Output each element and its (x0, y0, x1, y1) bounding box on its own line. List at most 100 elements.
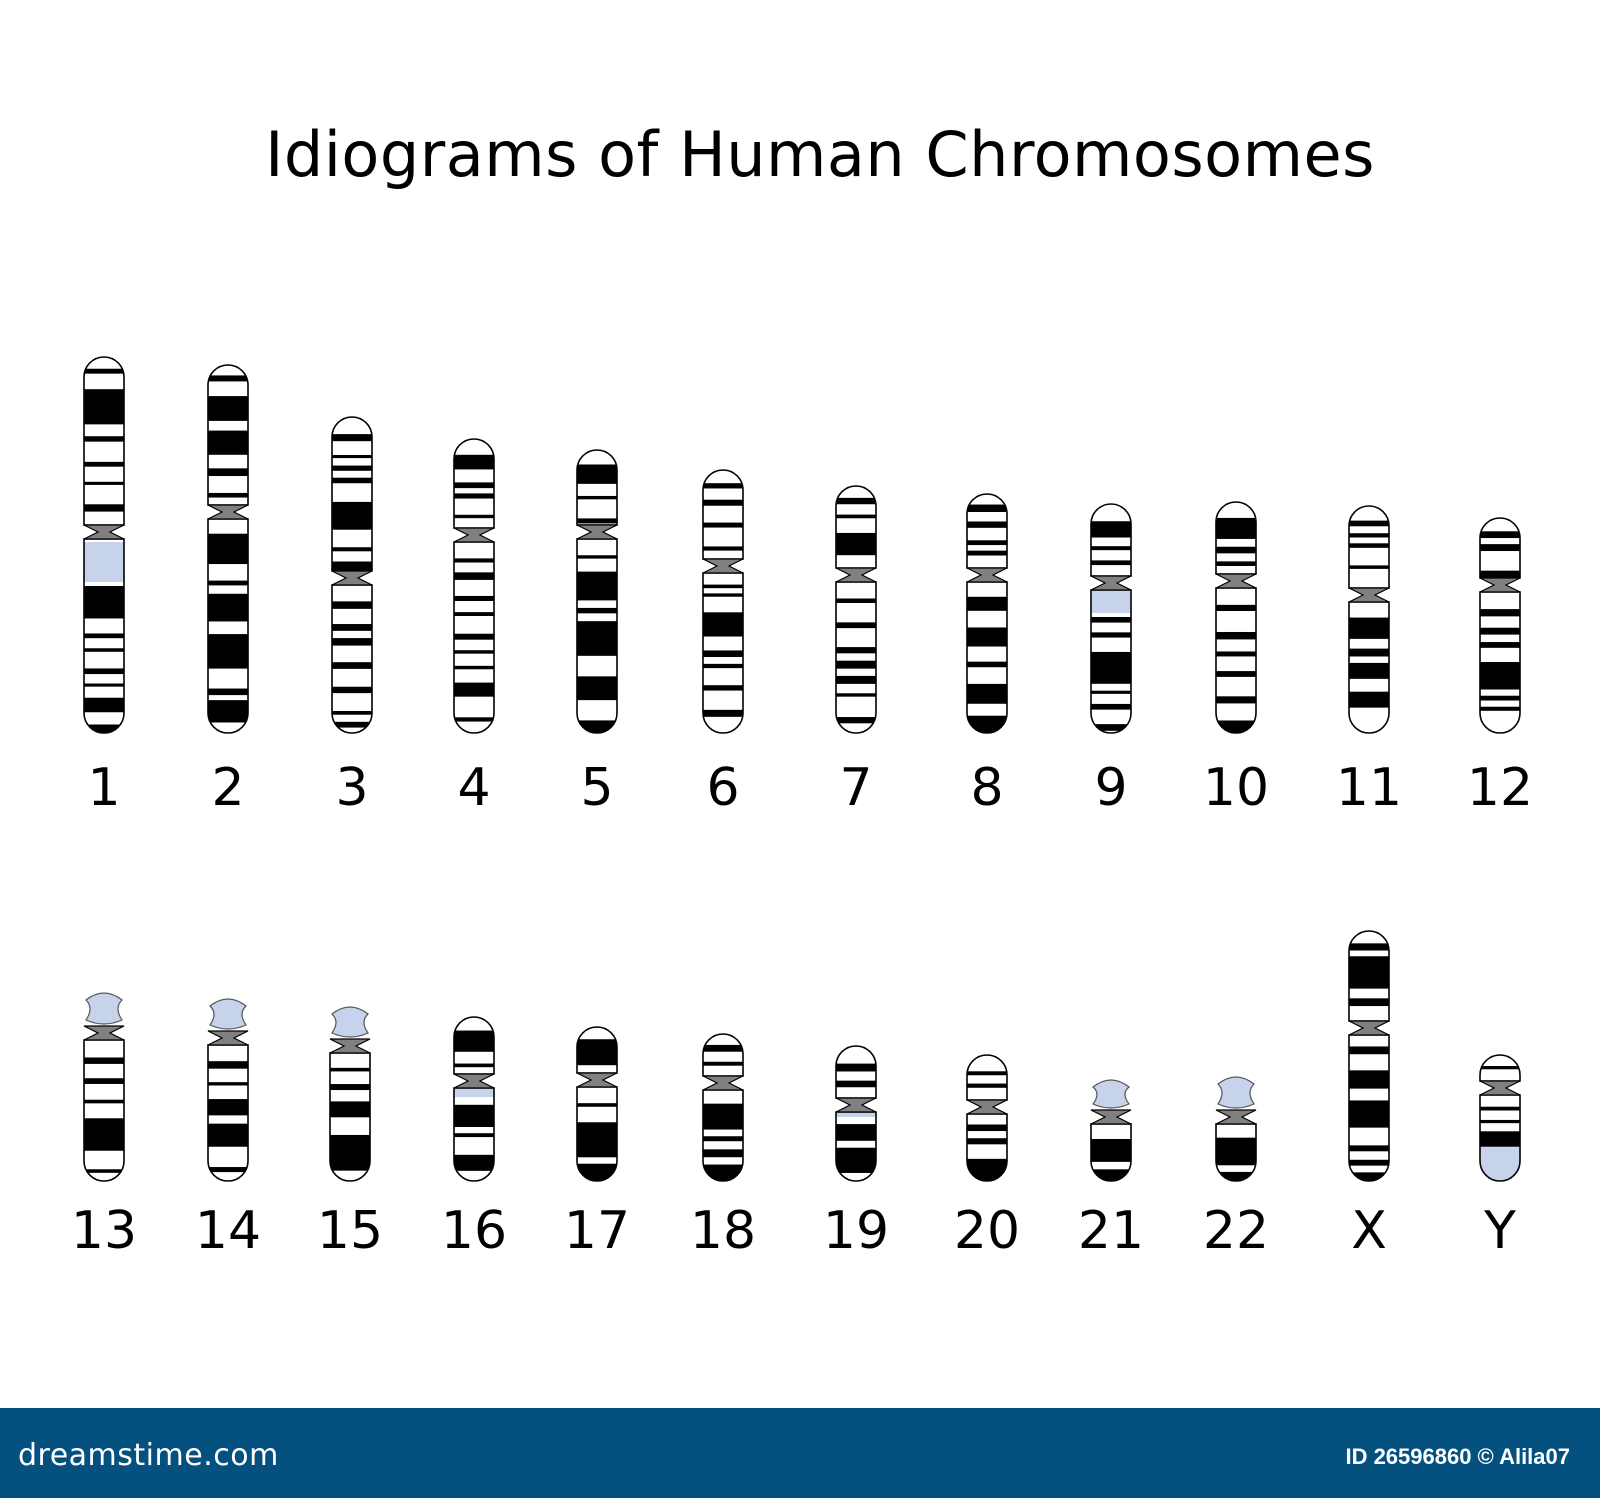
chromosome-6 (702, 469, 744, 734)
image-credit: ID 26596860 © Alila07 (1345, 1444, 1570, 1469)
arm-outline (1090, 1123, 1132, 1182)
arm-bands (208, 365, 248, 505)
arm-bands (1480, 518, 1520, 578)
dark-band (967, 1124, 1007, 1132)
chromosome-label: 17 (564, 1201, 630, 1261)
dark-band (1091, 703, 1131, 710)
centromere (207, 504, 249, 520)
dark-band (1480, 544, 1520, 552)
chromosome-label: 2 (211, 758, 244, 818)
arm-bands (577, 1027, 617, 1073)
centromere (576, 1072, 618, 1088)
dark-band (1216, 546, 1256, 554)
dark-band (332, 601, 372, 609)
chromosome-label: 10 (1203, 758, 1269, 818)
chromosome-label: 3 (335, 758, 368, 818)
dark-band (84, 633, 124, 639)
heterochromatin-band (454, 1088, 494, 1097)
dark-band (703, 612, 743, 637)
chromosome-16 (453, 1016, 495, 1182)
arm-bands (1216, 502, 1256, 574)
chromosome-2 (207, 364, 249, 734)
dark-band (703, 1136, 743, 1142)
dark-band (330, 1134, 370, 1171)
arm-bands (577, 450, 617, 525)
dark-band (208, 533, 248, 565)
arm-outline (1348, 1034, 1390, 1182)
chromosome-11 (1348, 505, 1390, 734)
dark-band (577, 607, 617, 614)
dark-band (1091, 1138, 1131, 1162)
dark-band (967, 661, 1007, 668)
dark-band (967, 540, 1007, 546)
dark-band (577, 1122, 617, 1158)
dark-band (1091, 632, 1131, 638)
chromosome-label: 1 (87, 758, 120, 818)
dark-band (84, 1057, 124, 1064)
dark-band (967, 715, 1007, 733)
dark-band (703, 1044, 743, 1052)
dark-band (208, 634, 248, 669)
heterochromatin-band (836, 1112, 876, 1117)
chromosome-12 (1479, 517, 1521, 734)
dark-band (332, 721, 372, 728)
centromere (1090, 1109, 1132, 1125)
arm-outline (702, 1033, 744, 1077)
dark-band (967, 596, 1007, 611)
dark-band (454, 493, 494, 499)
arm-bands (1349, 931, 1389, 1021)
dark-band (1349, 520, 1389, 527)
dark-band (84, 683, 124, 687)
chromosome-label: 21 (1078, 1201, 1144, 1261)
centromere (835, 1097, 877, 1113)
dark-band (577, 676, 617, 701)
brand-logo[interactable]: dreamstime.com (18, 1438, 279, 1473)
arm-outline (835, 1045, 877, 1099)
arm-bands (1349, 1035, 1389, 1181)
dark-band (1349, 943, 1389, 951)
dark-band (332, 662, 372, 669)
dark-band (836, 598, 876, 603)
arm-bands (1091, 590, 1131, 733)
arm-bands (703, 1034, 743, 1076)
dark-band (1349, 691, 1389, 708)
dark-band (577, 1039, 617, 1066)
arm-outline (576, 1086, 618, 1182)
dark-band (1480, 609, 1520, 617)
arm-outline (1479, 591, 1521, 734)
arm-outline (83, 356, 125, 526)
dark-band (454, 558, 494, 563)
arm-bands (84, 1040, 124, 1181)
dark-band (577, 621, 617, 656)
arm-outline (966, 493, 1008, 569)
dark-band (1480, 695, 1520, 701)
dark-band (1349, 617, 1389, 639)
dark-band (577, 555, 617, 559)
dark-band (1091, 724, 1131, 731)
dark-band (1349, 1070, 1389, 1089)
arm-outline (1348, 601, 1390, 734)
dark-band (703, 685, 743, 691)
dark-band (1349, 543, 1389, 548)
dark-band (332, 686, 372, 694)
arm-bands (836, 1046, 876, 1098)
dark-band (208, 700, 248, 723)
arm-outline (453, 1016, 495, 1075)
dark-band (1349, 1145, 1389, 1152)
dark-band (1480, 1106, 1520, 1111)
dark-band (1480, 570, 1520, 578)
dark-band (1216, 561, 1256, 566)
arm-bands (1216, 1124, 1256, 1181)
dark-band (1216, 696, 1256, 704)
dark-band (454, 717, 494, 722)
centromere (835, 567, 877, 583)
chromosome-21 (1090, 1079, 1132, 1182)
dark-band (84, 436, 124, 442)
centromere (1348, 1020, 1390, 1036)
arm-bands (1349, 602, 1389, 733)
dark-band (84, 481, 124, 485)
dark-band (703, 1164, 743, 1181)
arm-bands (332, 585, 372, 733)
dark-band (1216, 631, 1256, 640)
arm-bands (703, 573, 743, 733)
